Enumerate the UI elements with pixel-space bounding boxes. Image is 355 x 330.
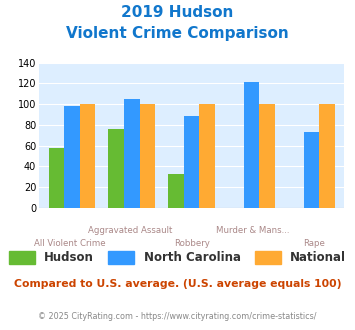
- Bar: [109, 129, 124, 208]
- Bar: [244, 82, 260, 208]
- Text: Robbery: Robbery: [174, 239, 210, 248]
- Bar: [200, 104, 215, 208]
- Bar: [140, 104, 155, 208]
- Text: All Violent Crime: All Violent Crime: [34, 239, 105, 248]
- Text: Violent Crime Comparison: Violent Crime Comparison: [66, 26, 289, 41]
- Bar: [184, 115, 200, 208]
- Bar: [260, 104, 275, 208]
- Text: Aggravated Assault: Aggravated Assault: [88, 226, 173, 235]
- Text: Murder & Mans...: Murder & Mans...: [216, 226, 290, 235]
- Bar: [124, 99, 140, 208]
- Bar: [80, 104, 95, 208]
- Bar: [304, 132, 319, 208]
- Bar: [319, 104, 335, 208]
- Text: Rape: Rape: [303, 239, 325, 248]
- Bar: [168, 174, 184, 208]
- Bar: [49, 148, 64, 208]
- Text: 2019 Hudson: 2019 Hudson: [121, 5, 234, 20]
- Legend: Hudson, North Carolina, National: Hudson, North Carolina, National: [9, 251, 346, 264]
- Text: Compared to U.S. average. (U.S. average equals 100): Compared to U.S. average. (U.S. average …: [14, 279, 341, 289]
- Bar: [64, 106, 80, 208]
- Text: © 2025 CityRating.com - https://www.cityrating.com/crime-statistics/: © 2025 CityRating.com - https://www.city…: [38, 312, 317, 321]
